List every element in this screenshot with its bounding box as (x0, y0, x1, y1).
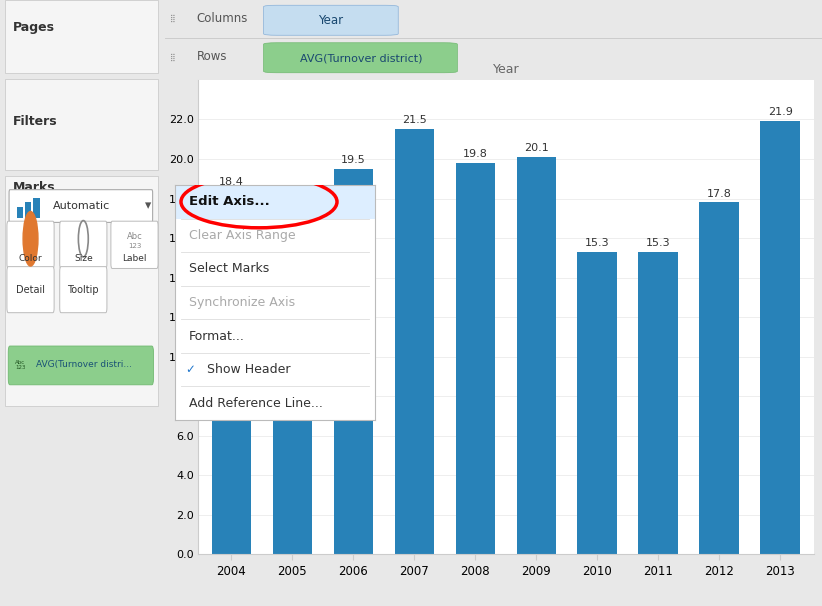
Text: Year: Year (318, 14, 343, 27)
Bar (175, 185, 375, 219)
Text: Tooltip: Tooltip (67, 285, 99, 295)
Text: ⣿: ⣿ (170, 53, 176, 61)
Bar (760, 121, 800, 554)
Text: Color: Color (19, 255, 43, 263)
Text: ▾: ▾ (145, 199, 151, 213)
Bar (700, 202, 739, 554)
Bar (455, 163, 495, 554)
Text: Format...: Format... (189, 330, 245, 342)
Bar (211, 191, 252, 554)
Text: Edit Axis...: Edit Axis... (189, 195, 270, 208)
Text: 17.8: 17.8 (707, 188, 732, 199)
FancyBboxPatch shape (60, 221, 107, 268)
Text: Filters: Filters (13, 115, 58, 128)
Text: 15.3: 15.3 (646, 238, 671, 248)
Text: Pages: Pages (13, 21, 55, 34)
FancyBboxPatch shape (111, 221, 158, 268)
Circle shape (23, 211, 38, 266)
Text: Rows: Rows (196, 50, 227, 64)
Bar (334, 169, 373, 554)
Bar (516, 157, 556, 554)
Text: AVG(Turnover district): AVG(Turnover district) (299, 53, 422, 63)
Text: ✓: ✓ (185, 363, 195, 376)
Text: 18.4: 18.4 (219, 176, 244, 187)
Text: Size: Size (74, 255, 93, 263)
Text: Avg. Turnover district: Avg. Turnover district (177, 262, 187, 373)
Text: 21.9: 21.9 (768, 107, 792, 118)
Text: 15.3: 15.3 (585, 238, 610, 248)
FancyBboxPatch shape (8, 346, 154, 385)
Text: AVG(Turnover distri...: AVG(Turnover distri... (36, 361, 132, 369)
Bar (16, 207, 23, 218)
Text: Abc
123: Abc 123 (15, 360, 25, 370)
Text: 20.1: 20.1 (524, 143, 549, 153)
FancyBboxPatch shape (7, 267, 54, 313)
Text: Label: Label (122, 255, 146, 263)
Bar (33, 198, 39, 218)
Text: Marks: Marks (13, 181, 56, 195)
FancyBboxPatch shape (5, 176, 159, 406)
Text: 19.5: 19.5 (341, 155, 366, 165)
FancyBboxPatch shape (264, 5, 398, 35)
FancyBboxPatch shape (264, 43, 457, 73)
Text: Show Header: Show Header (207, 363, 290, 376)
FancyBboxPatch shape (60, 267, 107, 313)
Text: Add Reference Line...: Add Reference Line... (189, 397, 323, 410)
Text: Abc: Abc (127, 232, 142, 241)
Text: Select Marks: Select Marks (189, 262, 270, 276)
Text: Synchronize Axis: Synchronize Axis (189, 296, 295, 309)
Bar (273, 191, 312, 554)
Text: 21.5: 21.5 (402, 115, 427, 125)
FancyBboxPatch shape (7, 221, 54, 268)
FancyBboxPatch shape (9, 190, 153, 222)
Text: 123: 123 (127, 243, 141, 249)
Bar (395, 129, 434, 554)
Text: ⣿: ⣿ (170, 15, 176, 23)
Text: Columns: Columns (196, 12, 248, 25)
FancyBboxPatch shape (5, 0, 159, 73)
Text: Detail: Detail (16, 285, 45, 295)
Title: Year: Year (492, 63, 520, 76)
Text: Automatic: Automatic (53, 201, 110, 211)
Text: Clear Axis Range: Clear Axis Range (189, 229, 296, 242)
FancyBboxPatch shape (5, 79, 159, 170)
Text: 19.8: 19.8 (463, 149, 487, 159)
Bar (639, 252, 678, 554)
Bar (578, 252, 617, 554)
Bar (25, 202, 31, 218)
